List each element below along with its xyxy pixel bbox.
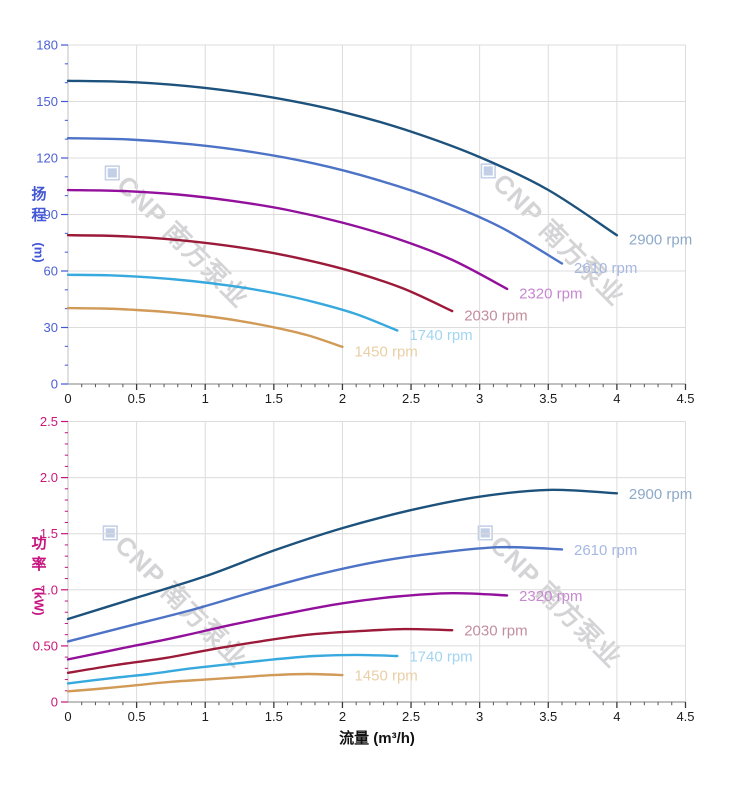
x-tick-label: 1 bbox=[202, 709, 209, 724]
power-axis-title: 功 率 (kW) bbox=[22, 533, 56, 616]
x-tick-label: 3.5 bbox=[539, 709, 557, 724]
head-axis-char-1: 扬 bbox=[31, 186, 47, 203]
power-axis-char-2: 率 bbox=[31, 556, 47, 573]
y-tick-label: 90 bbox=[44, 207, 58, 222]
x-tick-label: 2.5 bbox=[402, 709, 420, 724]
power-axis-unit: (kW) bbox=[31, 587, 47, 616]
head-axis-char-2: 程 bbox=[31, 207, 47, 224]
x-tick-label: 1 bbox=[202, 391, 209, 406]
x-tick-label: 1.5 bbox=[265, 709, 283, 724]
curve-power-1450-rpm bbox=[66, 672, 344, 693]
curve-power-2320-rpm bbox=[66, 591, 509, 661]
head-axis-title: 扬 程 (m) bbox=[22, 184, 56, 263]
curve-head-2610-rpm bbox=[66, 137, 564, 265]
y-tick-label: 0 bbox=[51, 377, 58, 392]
x-tick-label: 3 bbox=[476, 709, 483, 724]
x-tick-label: 0 bbox=[64, 391, 71, 406]
y-tick-label: 1.5 bbox=[40, 526, 58, 541]
curve-label-2030-rpm: 2030 rpm bbox=[464, 623, 527, 640]
x-tick-label: 4 bbox=[613, 391, 620, 406]
x-tick-label: 2 bbox=[339, 709, 346, 724]
curve-label-1450-rpm: 1450 rpm bbox=[354, 668, 417, 685]
x-tick-label: 3.5 bbox=[539, 391, 557, 406]
curve-power-2030-rpm bbox=[66, 627, 454, 675]
x-tick-label: 2 bbox=[339, 391, 346, 406]
curve-power-1740-rpm bbox=[66, 653, 399, 685]
x-tick-label: 0.5 bbox=[128, 391, 146, 406]
curve-label-2900-rpm: 2900 rpm bbox=[629, 232, 692, 249]
y-tick-label: 0 bbox=[51, 695, 58, 710]
x-tick-label: 0.5 bbox=[128, 709, 146, 724]
y-tick-label: 2.5 bbox=[40, 414, 58, 429]
y-tick-label: 30 bbox=[44, 320, 58, 335]
curve-label-2320-rpm: 2320 rpm bbox=[519, 285, 582, 302]
curve-power-2610-rpm bbox=[66, 545, 564, 643]
curve-label-2610-rpm: 2610 rpm bbox=[574, 542, 637, 559]
y-tick-label: 0.50 bbox=[33, 638, 58, 653]
curve-head-2320-rpm bbox=[66, 188, 509, 291]
flow-axis-title: 流量 (m³/h) bbox=[339, 730, 415, 747]
curve-label-2320-rpm: 2320 rpm bbox=[519, 588, 582, 605]
y-tick-label: 150 bbox=[36, 94, 58, 109]
curve-head-2030-rpm bbox=[66, 234, 454, 313]
y-tick-label: 1.0 bbox=[40, 582, 58, 597]
curve-head-1450-rpm bbox=[66, 306, 344, 349]
x-tick-label: 1.5 bbox=[265, 391, 283, 406]
y-tick-label: 180 bbox=[36, 38, 58, 53]
curve-head-1740-rpm bbox=[66, 273, 399, 332]
curve-label-2030-rpm: 2030 rpm bbox=[464, 308, 527, 325]
x-tick-label: 4 bbox=[613, 709, 620, 724]
curve-label-1740-rpm: 1740 rpm bbox=[409, 648, 472, 665]
curve-label-2610-rpm: 2610 rpm bbox=[574, 260, 637, 277]
head-axis-unit: (m) bbox=[31, 242, 47, 263]
curve-label-1450-rpm: 1450 rpm bbox=[354, 343, 417, 360]
x-tick-label: 3 bbox=[476, 391, 483, 406]
x-tick-label: 4.5 bbox=[676, 709, 694, 724]
y-tick-label: 120 bbox=[36, 151, 58, 166]
curve-label-2900-rpm: 2900 rpm bbox=[629, 486, 692, 503]
curve-label-1740-rpm: 1740 rpm bbox=[409, 327, 472, 344]
y-tick-label: 60 bbox=[44, 264, 58, 279]
curve-head-2900-rpm bbox=[66, 79, 619, 237]
x-tick-label: 4.5 bbox=[676, 391, 694, 406]
power-axis-char-1: 功 bbox=[31, 535, 47, 552]
curve-power-2900-rpm bbox=[66, 488, 619, 621]
y-tick-label: 2.0 bbox=[40, 470, 58, 485]
x-tick-label: 0 bbox=[64, 709, 71, 724]
x-tick-label: 2.5 bbox=[402, 391, 420, 406]
